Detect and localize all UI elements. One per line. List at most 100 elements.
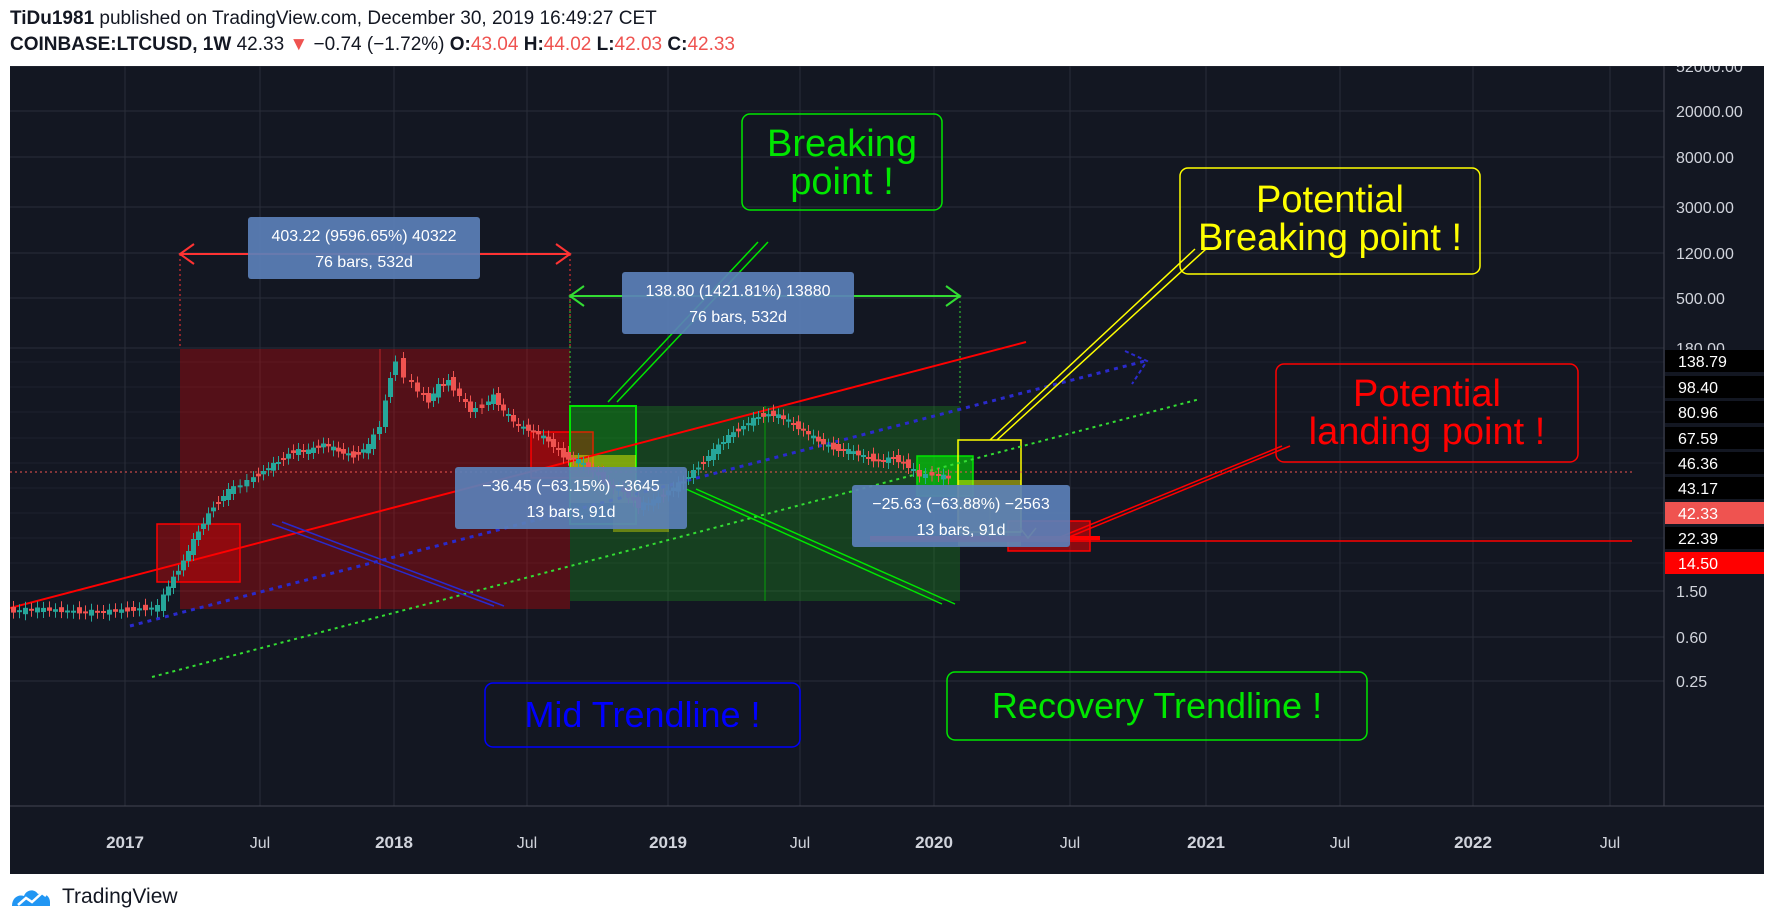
candle-body	[806, 431, 811, 435]
measurement-line2: 76 bars, 532d	[689, 309, 787, 326]
x-tick-label: Jul	[1600, 835, 1620, 852]
candle-body	[441, 384, 446, 386]
price-level-badge	[1665, 401, 1764, 423]
candle-body	[107, 609, 112, 615]
price-level-badge	[1665, 502, 1764, 524]
y-tick-label: 3000.00	[1676, 200, 1734, 217]
candle-body	[361, 449, 366, 453]
price-level-label: 80.96	[1678, 405, 1718, 422]
price-level-label: 46.36	[1678, 456, 1718, 473]
candle-body	[276, 462, 281, 464]
candle-body	[511, 415, 516, 422]
candle-body	[23, 607, 28, 615]
candle-body	[53, 609, 58, 612]
candle-body	[149, 607, 154, 610]
candle-body	[256, 473, 261, 477]
measurement-line2: 13 bars, 91d	[917, 522, 1006, 539]
candle-body	[17, 610, 22, 613]
candle-body	[876, 459, 881, 462]
candle-body	[326, 444, 331, 447]
candle-body	[801, 428, 806, 431]
annotation-text: Potential	[1256, 179, 1404, 221]
symbol-info: COINBASE:LTCUSD, 1W 42.33 ▼ −0.74 (−1.72…	[10, 32, 735, 58]
price-level-label: 67.59	[1678, 431, 1718, 448]
candle-body	[911, 469, 916, 471]
candle-body	[29, 608, 34, 611]
candle-body	[841, 449, 846, 451]
candle-body	[886, 457, 891, 463]
candle-body	[946, 475, 951, 479]
candle-body	[706, 456, 711, 461]
price-level-badge	[1665, 527, 1764, 549]
candle-body	[731, 432, 736, 437]
publish-info: TiDu1981 published on TradingView.com, D…	[10, 6, 735, 32]
down-arrow-icon: ▼	[289, 34, 309, 55]
time-axis[interactable]: 2017 Jul 2018 Jul 2019 Jul 2020 Jul 2021 Jul 2022 J…	[10, 805, 1764, 874]
candle-body	[161, 594, 166, 611]
price-level-label: 98.40	[1678, 380, 1718, 397]
annotation-box	[1179, 167, 1481, 275]
candle-body	[516, 424, 521, 426]
candle-body	[436, 384, 441, 398]
candle-body	[811, 435, 816, 439]
price-change: −0.74 (−1.72%)	[313, 34, 445, 55]
price-level-badge	[1665, 427, 1764, 449]
candle-body	[701, 462, 706, 464]
candle-body	[331, 446, 336, 451]
annotation-box	[946, 671, 1368, 741]
tradingview-logo-icon[interactable]	[10, 884, 54, 910]
symbol-name[interactable]: COINBASE:LTCUSD, 1W	[10, 34, 232, 55]
candle-body	[59, 607, 64, 613]
candle-body	[861, 455, 866, 457]
author-name[interactable]: TiDu1981	[10, 8, 95, 29]
annotation-text: Mid Trendline !	[524, 694, 760, 735]
candle-body	[816, 436, 821, 442]
close-label: C:	[667, 34, 688, 55]
brand-name[interactable]: TradingView	[62, 885, 178, 908]
y-tick-label: 500.00	[1676, 291, 1725, 308]
candle-body	[751, 417, 756, 426]
candle-body	[686, 477, 691, 479]
annotation-text: Breaking	[767, 123, 917, 165]
candle-body	[941, 474, 946, 480]
candle-body	[244, 480, 250, 487]
measurement-box	[455, 467, 687, 529]
measurement-labels: 403.22 (9596.65%) 40322 76 bars, 532d 138.…	[248, 217, 1070, 547]
candle-body	[421, 393, 426, 395]
y-tick-label: 20000.00	[1676, 104, 1743, 121]
x-tick-label: Jul	[250, 835, 270, 852]
candle-body	[226, 489, 231, 500]
candle-body	[581, 462, 586, 465]
measurement-line1: −25.63 (−63.88%) −2563	[872, 496, 1050, 513]
candle-body	[291, 450, 296, 453]
candle-body	[851, 451, 856, 454]
x-tick-label: Jul	[1060, 835, 1080, 852]
chart-grid	[10, 66, 1664, 806]
candle-body	[131, 607, 136, 611]
candle-body	[446, 380, 451, 386]
candle-body	[351, 451, 356, 458]
candle-body	[521, 426, 526, 429]
candle-body	[95, 610, 100, 613]
candle-body	[301, 450, 306, 452]
candle-body	[566, 452, 571, 460]
candle-body	[221, 496, 226, 501]
candle-body	[457, 388, 462, 396]
x-tick-label: 2022	[1454, 833, 1492, 852]
candle-body	[846, 449, 851, 454]
candle-body	[871, 453, 876, 462]
candle-body	[923, 474, 928, 478]
annotation-box	[1275, 363, 1579, 463]
candle-body	[796, 421, 801, 430]
price-level-badge	[1665, 452, 1764, 474]
measurement-line1: −36.45 (−63.15%) −3645	[482, 478, 660, 495]
candle-body	[11, 607, 16, 613]
price-chart[interactable]: 403.22 (9596.65%) 40322 76 bars, 532d 138.…	[10, 66, 1764, 874]
candle-body	[393, 361, 398, 375]
low-label: L:	[596, 34, 615, 55]
x-tick-label: 2019	[649, 833, 687, 852]
price-level-badge	[1665, 477, 1764, 499]
candle-body	[746, 423, 751, 426]
price-axis[interactable]: 52000.00 20000.00 8000.00 3000.00 1200.00 500…	[1663, 66, 1764, 806]
